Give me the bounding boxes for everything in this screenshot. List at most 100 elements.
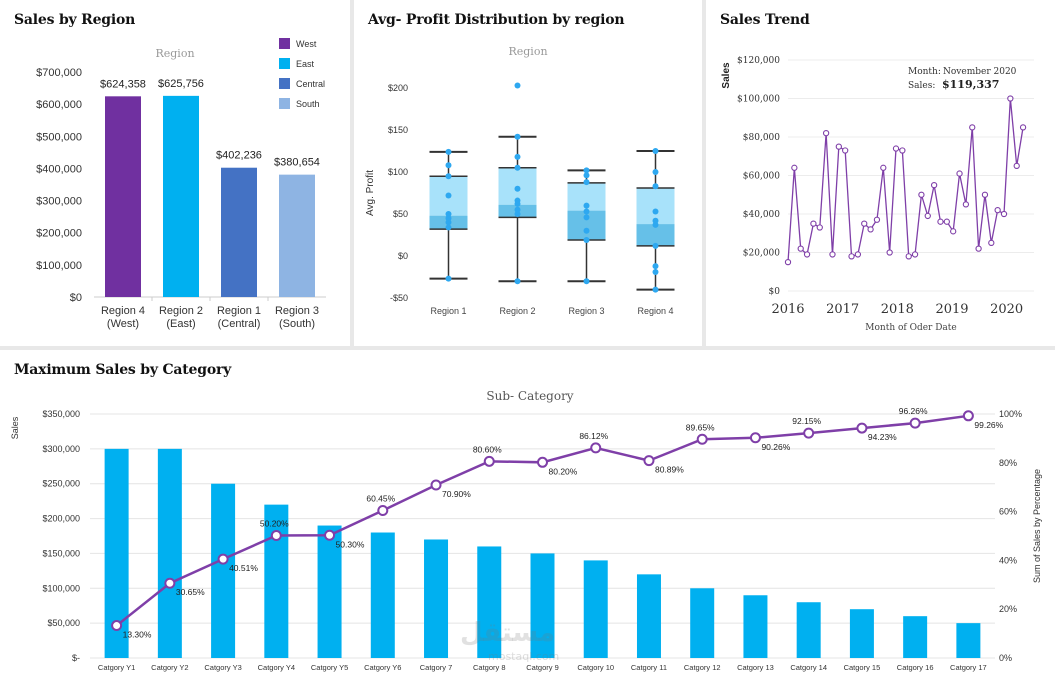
bar (221, 167, 257, 297)
watermark-logo: مستقل (460, 618, 556, 648)
y-tick-label: $600,000 (36, 99, 82, 111)
x-tick-label: Catgory 10 (577, 663, 614, 672)
data-point (514, 278, 521, 285)
data-point (514, 206, 521, 213)
percentage-label: 86.12% (579, 431, 608, 441)
legend-label: Central (296, 79, 325, 89)
percentage-marker (962, 410, 974, 422)
y2-tick-label: 20% (999, 604, 1017, 614)
percentage-label: 50.30% (336, 539, 365, 549)
percentage-marker (324, 529, 336, 541)
y-tick-label: $700,000 (36, 67, 82, 79)
data-point (583, 227, 590, 234)
legend-swatch (279, 98, 290, 109)
x-tick-label: (West) (107, 318, 139, 330)
subtitle: Region (155, 47, 194, 60)
y-tick-label: $20,000 (743, 249, 780, 259)
y-tick-label: $0 (70, 292, 82, 304)
x-tick-label: 2018 (881, 302, 914, 317)
trend-marker (854, 251, 862, 258)
data-point (583, 172, 590, 179)
y-tick-label: $100,000 (36, 260, 82, 272)
trend-marker (943, 218, 950, 225)
data-point (583, 202, 590, 209)
percentage-label: 94.23% (868, 432, 897, 442)
y2-tick-label: 80% (999, 458, 1017, 468)
data-point (652, 242, 659, 249)
y-tick-label: $- (72, 653, 80, 663)
y-axis-title: Avg. Profit (365, 170, 376, 216)
trend-marker (962, 201, 970, 208)
data-point (583, 179, 590, 186)
x-tick-label: Region 2 (159, 305, 203, 317)
sales-trend-title: Sales Trend (720, 12, 810, 28)
data-point (652, 208, 659, 215)
legend-swatch (279, 78, 290, 89)
trend-marker (880, 164, 887, 171)
y-tick-label: $400,000 (36, 163, 82, 175)
trend-marker (924, 212, 931, 220)
y-tick-label: $100 (388, 167, 408, 177)
trend-marker (835, 143, 842, 150)
x-tick-label: (South) (279, 318, 315, 330)
y-tick-label: $50,000 (47, 618, 80, 628)
percentage-marker (643, 455, 655, 467)
percentage-marker (803, 427, 815, 439)
sales-trend-panel: Sales Trend $0 $20,000 $40,000 $60,000 $80,0… (706, 0, 1055, 346)
data-point (514, 200, 521, 207)
sales-trend-chart: $0 $20,000 $40,000 $60,000 $80,000 $100,000 $1… (721, 56, 1034, 333)
trend-marker (842, 147, 849, 154)
x-tick-label: Region 1 (217, 305, 261, 317)
bar (211, 483, 236, 658)
subtitle: Sub- Category (486, 389, 573, 403)
sales-by-region-chart: Region $0 $100,000 $200,000 $300,000 $400,000… (36, 38, 326, 330)
max-sales-chart: Sub- Category $- $50,000 $100,000 $150,000 $2… (10, 389, 1042, 672)
trend-marker (988, 239, 995, 247)
data-point (652, 183, 659, 190)
x-tick-label: Region 3 (275, 305, 319, 317)
percentage-label: 89.65% (686, 422, 715, 432)
x-tick-label: Catgory Y2 (151, 663, 188, 672)
y-tick-label: $150 (388, 125, 408, 135)
percentage-marker (749, 432, 761, 444)
max-sales-title: Maximum Sales by Category (14, 362, 232, 378)
x-tick-label: Region 4 (637, 306, 673, 316)
y2-tick-label: 40% (999, 555, 1017, 565)
x-tick-label: Catgory Y4 (258, 663, 295, 672)
trend-marker (1000, 210, 1008, 218)
tooltip-sales-value: $119,337 (942, 78, 999, 91)
bar (903, 616, 928, 658)
x-tick-label: Region 3 (568, 306, 604, 316)
percentage-marker (377, 505, 389, 517)
data-point (652, 148, 659, 154)
y2-axis-title: Sum of Sales by Percentage (1032, 469, 1042, 583)
y-axis-title: Sales (721, 62, 732, 89)
percentage-label: 80.20% (549, 466, 578, 476)
trend-marker (937, 218, 944, 225)
x-tick-label: Catgory Y3 (204, 663, 241, 672)
data-point (514, 164, 521, 171)
x-tick-label: Catgory 12 (684, 663, 721, 672)
data-point (445, 219, 452, 226)
bar-value-label: $624,358 (100, 78, 146, 90)
data-point (652, 221, 659, 228)
y-tick-label: $80,000 (743, 133, 780, 143)
percentage-marker (856, 422, 868, 434)
y-tick-label: $100,000 (737, 95, 780, 105)
data-point (583, 167, 590, 174)
x-tick-label: 2020 (990, 302, 1023, 317)
y-tick-label: $300,000 (36, 196, 82, 208)
trend-marker (791, 164, 798, 171)
x-tick-label: Catgory 8 (473, 663, 506, 672)
watermark-url: mostaql.com (488, 650, 560, 663)
y-tick-label: $150,000 (42, 548, 80, 558)
percentage-marker (430, 479, 442, 491)
y-tick-label: $200,000 (36, 228, 82, 240)
trend-marker (969, 124, 976, 131)
data-point (445, 192, 452, 199)
data-point (583, 237, 590, 244)
x-tick-label: Catgory 11 (631, 663, 667, 672)
legend-label: East (296, 59, 315, 69)
y-tick-label: $200,000 (42, 514, 80, 524)
data-point (514, 185, 521, 192)
